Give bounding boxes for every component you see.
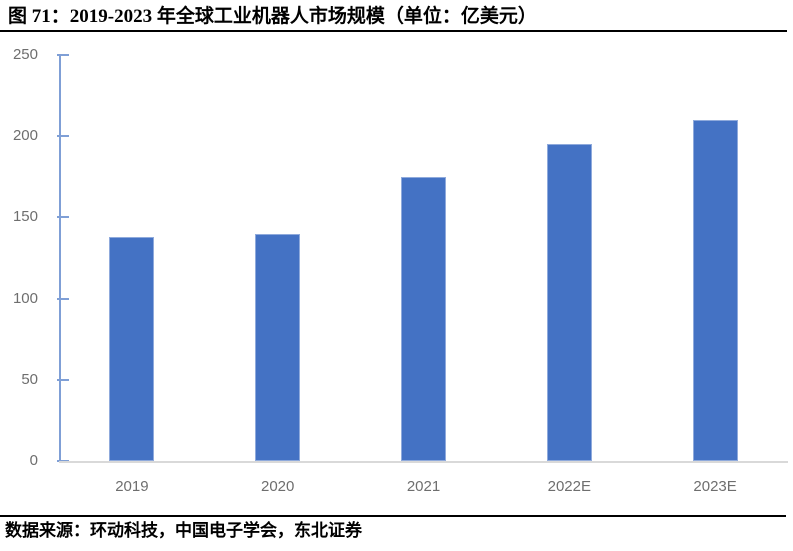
y-tick bbox=[57, 297, 69, 300]
figure-title: 图 71：2019-2023 年全球工业机器人市场规模（单位：亿美元） bbox=[8, 6, 537, 27]
y-tick-label: 50 bbox=[21, 370, 38, 388]
x-category-label: 2019 bbox=[115, 478, 149, 495]
bar bbox=[109, 236, 155, 461]
source-rule bbox=[0, 515, 786, 517]
y-tick bbox=[57, 135, 69, 138]
y-tick-label: 150 bbox=[12, 208, 38, 226]
x-category-label: 2022E bbox=[547, 478, 591, 495]
y-tick-label: 200 bbox=[12, 127, 38, 145]
y-tick-label: 0 bbox=[29, 452, 38, 469]
y-tick-label: 250 bbox=[12, 46, 38, 63]
x-axis-line bbox=[59, 461, 788, 463]
bar bbox=[692, 119, 738, 461]
x-category-label: 2021 bbox=[406, 478, 441, 495]
figure-source: 数据来源：环动科技，中国电子学会，东北证券 bbox=[5, 521, 362, 540]
bar bbox=[546, 144, 592, 461]
y-tick-label: 100 bbox=[12, 289, 38, 307]
y-tick bbox=[57, 378, 69, 381]
y-axis-line bbox=[59, 55, 61, 463]
bar bbox=[255, 233, 301, 461]
bar bbox=[401, 176, 446, 461]
y-tick bbox=[57, 216, 69, 219]
x-category-label: 2020 bbox=[261, 478, 295, 495]
title-rule bbox=[0, 30, 787, 32]
x-category-label: 2023E bbox=[693, 478, 737, 495]
y-tick bbox=[57, 54, 69, 56]
